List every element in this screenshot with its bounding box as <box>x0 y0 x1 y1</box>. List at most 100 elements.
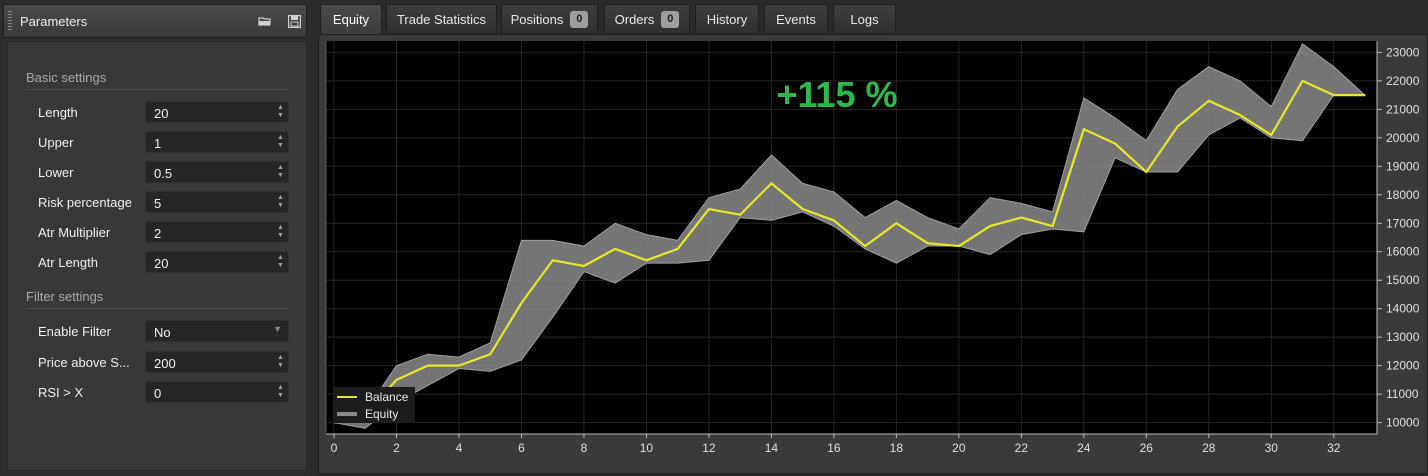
lower-input[interactable]: 0.5 ▲ ▼ <box>145 161 289 183</box>
atr-length-input[interactable]: 20 ▲ ▼ <box>145 251 289 273</box>
tab-label: Trade Statistics <box>396 11 487 27</box>
return-percentage-annotation: +115 % <box>776 74 897 115</box>
x-tick-label: 32 <box>1327 441 1341 455</box>
price-above-sma-input[interactable]: 200 ▲ ▼ <box>145 351 289 373</box>
rsi-threshold-input[interactable]: 0 ▲ ▼ <box>145 381 289 403</box>
spinner-arrows-icon[interactable]: ▲ ▼ <box>277 224 284 239</box>
legend-balance-label: Balance <box>365 390 409 404</box>
param-label-length: Length <box>38 105 78 120</box>
x-tick-label: 12 <box>702 441 716 455</box>
atr-length-value: 20 <box>154 256 169 271</box>
section-divider <box>26 89 288 90</box>
y-tick-label: 12000 <box>1386 359 1420 373</box>
x-tick-label: 18 <box>890 441 904 455</box>
x-tick-label: 0 <box>331 441 338 455</box>
x-axis: 0 2 4 6 8 10 12 14 16 18 20 22 24 26 28 30 32 <box>325 41 1377 455</box>
upper-value: 1 <box>154 136 162 151</box>
y-axis: 10000 11000 12000 13000 14000 15000 16000 17000… <box>1376 41 1420 434</box>
x-tick-label: 24 <box>1077 441 1091 455</box>
y-tick-label: 17000 <box>1386 216 1420 230</box>
series-lines <box>333 79 1365 424</box>
y-tick-label: 19000 <box>1386 159 1420 173</box>
y-tick-label: 21000 <box>1386 102 1420 116</box>
save-icon[interactable] <box>288 15 302 29</box>
legend-equity-label: Equity <box>365 407 398 421</box>
chevron-down-icon[interactable]: ▼ <box>273 324 282 334</box>
x-tick-label: 6 <box>518 441 525 455</box>
tab-orders[interactable]: Orders 0 <box>604 4 690 33</box>
open-folder-icon[interactable] <box>258 15 272 27</box>
spinner-arrows-icon[interactable]: ▲ ▼ <box>277 194 284 209</box>
x-tick-label: 10 <box>640 441 654 455</box>
rsi-threshold-value: 0 <box>154 386 162 401</box>
section-divider <box>26 308 288 309</box>
panel-title: Parameters <box>20 14 88 29</box>
y-tick-label: 23000 <box>1386 45 1420 59</box>
x-tick-label: 16 <box>827 441 841 455</box>
spinner-arrows-icon[interactable]: ▲ ▼ <box>277 134 284 149</box>
y-tick-label: 20000 <box>1386 131 1420 145</box>
enable-filter-select[interactable]: No ▼ <box>145 320 289 342</box>
tab-bar: Equity Trade Statistics Positions 0 Orde… <box>318 4 1428 34</box>
tab-equity[interactable]: Equity <box>320 4 382 34</box>
drag-grip-icon[interactable] <box>8 11 12 31</box>
panel-header: Parameters <box>3 4 307 38</box>
y-tick-label: 11000 <box>1386 387 1419 401</box>
param-label-upper: Upper <box>38 135 74 150</box>
tab-label: History <box>706 11 748 27</box>
y-tick-label: 14000 <box>1386 302 1420 316</box>
x-tick-label: 14 <box>765 441 779 455</box>
section-filter-settings: Filter settings <box>26 289 104 304</box>
y-tick-label: 16000 <box>1386 245 1420 259</box>
param-label-rsi-threshold: RSI > X <box>38 385 84 400</box>
y-tick-label: 22000 <box>1386 74 1420 88</box>
x-tick-label: 4 <box>456 441 463 455</box>
x-tick-label: 2 <box>393 441 400 455</box>
x-tick-label: 20 <box>952 441 966 455</box>
tab-events[interactable]: Events <box>764 4 828 33</box>
parameters-panel: Parameters Basic settings Length 20 ▲ ▼ U… <box>0 0 310 476</box>
y-tick-label: 10000 <box>1386 416 1420 430</box>
param-label-atr-multiplier: Atr Multiplier <box>38 225 111 240</box>
tab-label: Logs <box>850 11 879 27</box>
balance-line <box>333 79 1365 424</box>
tab-label: Equity <box>332 12 370 27</box>
tab-positions[interactable]: Positions 0 <box>501 4 598 33</box>
x-tick-label: 8 <box>581 441 588 455</box>
tab-label: Events <box>776 11 816 27</box>
equity-chart-frame: 0 2 4 6 8 10 12 14 16 18 20 22 24 26 28 30 32 10000 11000… <box>318 34 1428 474</box>
y-tick-label: 13000 <box>1386 330 1420 344</box>
upper-input[interactable]: 1 ▲ ▼ <box>145 131 289 153</box>
tab-history[interactable]: History <box>695 4 759 33</box>
length-value: 20 <box>154 106 169 121</box>
tab-trade-statistics[interactable]: Trade Statistics <box>386 4 497 33</box>
positions-count-badge: 0 <box>570 10 589 28</box>
lower-value: 0.5 <box>154 166 173 181</box>
param-label-price-above-sma: Price above S... <box>38 355 130 370</box>
x-tick-label: 30 <box>1265 441 1279 455</box>
x-tick-label: 28 <box>1202 441 1216 455</box>
spinner-arrows-icon[interactable]: ▲ ▼ <box>277 104 284 119</box>
tab-logs[interactable]: Logs <box>833 4 896 33</box>
x-tick-label: 22 <box>1015 441 1029 455</box>
orders-count-badge: 0 <box>661 10 680 28</box>
y-tick-label: 18000 <box>1386 188 1420 202</box>
param-label-lower: Lower <box>38 165 74 180</box>
results-area: Equity Trade Statistics Positions 0 Orde… <box>318 0 1428 476</box>
param-label-enable-filter: Enable Filter <box>38 324 111 339</box>
section-basic-settings: Basic settings <box>26 70 107 85</box>
spinner-arrows-icon[interactable]: ▲ ▼ <box>277 354 284 369</box>
chart-legend: Balance Equity <box>333 387 415 423</box>
risk-percentage-value: 5 <box>154 196 162 211</box>
equity-chart: 0 2 4 6 8 10 12 14 16 18 20 22 24 26 28 30 32 1000011000… <box>325 41 1420 455</box>
spinner-arrows-icon[interactable]: ▲ ▼ <box>277 254 284 269</box>
risk-percentage-input[interactable]: 5 ▲ ▼ <box>145 191 289 213</box>
length-input[interactable]: 20 ▲ ▼ <box>145 101 289 123</box>
price-above-sma-value: 200 <box>154 356 176 371</box>
spinner-arrows-icon[interactable]: ▲ ▼ <box>277 384 284 399</box>
atr-multiplier-value: 2 <box>154 226 162 241</box>
enable-filter-value: No <box>154 325 171 340</box>
param-label-risk-percentage: Risk percentage <box>38 195 132 210</box>
spinner-arrows-icon[interactable]: ▲ ▼ <box>277 164 284 179</box>
atr-multiplier-input[interactable]: 2 ▲ ▼ <box>145 221 289 243</box>
